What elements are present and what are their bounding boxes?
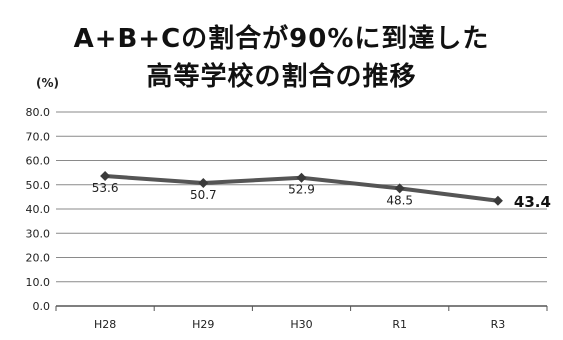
y-tick-labels: 0.0 10.0 20.0 30.0 40.0 50.0 60.0 70.0 80.0 [26, 106, 51, 313]
x-tick-label: H28 [94, 318, 116, 331]
data-label: 43.4 [514, 193, 551, 211]
y-tick-label: 70.0 [26, 130, 51, 143]
y-tick-label: 10.0 [26, 276, 51, 289]
series-layer [100, 171, 503, 206]
y-axis-unit-label: (%) [36, 76, 59, 90]
y-tick-label: 80.0 [26, 106, 51, 119]
chart-title-line-1: A+B+Cの割合が90%に到達した [73, 24, 490, 54]
x-tick-label: R3 [491, 318, 506, 331]
x-tick-label: H30 [290, 318, 312, 331]
chart-title-line-2: 高等学校の割合の推移 [146, 62, 417, 92]
data-point [296, 172, 307, 183]
y-tick-label: 50.0 [26, 179, 51, 192]
y-tick-label: 40.0 [26, 203, 51, 216]
data-label: 52.9 [288, 183, 315, 197]
data-point [394, 183, 405, 194]
y-tick-label: 60.0 [26, 155, 51, 168]
data-label: 48.5 [386, 193, 413, 207]
y-tick-label: 30.0 [26, 227, 51, 240]
data-point [492, 195, 503, 206]
gridlines [55, 111, 548, 311]
y-tick-label: 20.0 [26, 252, 51, 265]
x-tick-label: H29 [192, 318, 214, 331]
data-label: 53.6 [92, 181, 119, 195]
data-point [198, 178, 209, 189]
data-labels: 53.6 50.7 52.9 48.5 43.4 [92, 181, 551, 211]
data-label: 50.7 [190, 188, 217, 202]
x-tick-label: R1 [392, 318, 407, 331]
y-tick-label: 0.0 [33, 300, 51, 313]
x-tick-labels: H28 H29 H30 R1 R3 [94, 318, 505, 331]
data-point [100, 171, 111, 182]
